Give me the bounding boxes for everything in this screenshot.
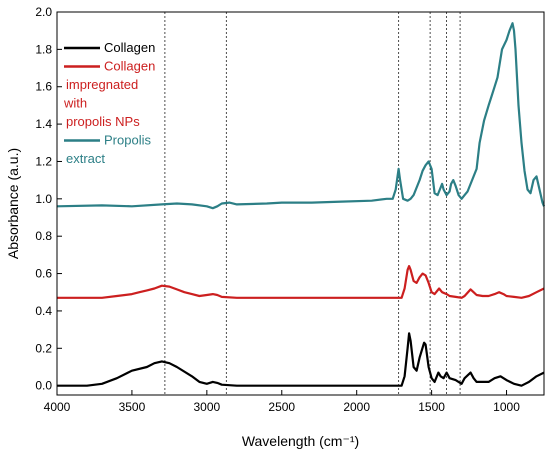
y-tick-label: 2.0 [35,5,52,19]
y-tick-label: 0.6 [35,267,52,281]
legend-label: Propolis [104,133,151,148]
legend-label: Collagen [104,40,155,55]
y-tick-label: 0.4 [35,304,52,318]
legend-label: propolis NPs [66,114,140,129]
y-tick-label: 1.0 [35,192,52,206]
x-tick-label: 4000 [44,400,71,414]
y-tick-label: 1.2 [35,154,52,168]
x-tick-label: 2500 [268,400,295,414]
legend-label: Collagen [104,59,155,74]
y-tick-label: 0.0 [35,379,52,393]
plot-frame [56,11,545,396]
x-tick-label: 1500 [418,400,445,414]
series-line-1 [57,332,545,387]
x-tick-label: 1000 [493,400,520,414]
y-tick-label: 1.8 [35,42,52,56]
x-tick-label: 2000 [343,400,370,414]
x-axis-title: Wavelength (cm⁻¹) [242,433,359,449]
series-lines [56,22,546,387]
y-axis: 0.0 0.2 0.4 0.6 0.8 1.0 1.2 1.4 1.6 1.8 2.0 [35,5,62,393]
x-axis: 4000 3500 3000 2500 2000 1500 1000 [44,390,520,414]
series-line-2 [57,265,545,299]
y-tick-label: 1.4 [35,117,52,131]
legend-label: impregnated [66,77,138,92]
series-line-3 [56,22,546,210]
x-tick-label: 3500 [119,400,146,414]
y-axis-title: Absorbance (a.u.) [5,148,21,259]
y-tick-label: 0.8 [35,229,52,243]
legend: Collagen Collagen impregnated with propolis … [63,40,155,166]
legend-label: with [63,96,87,111]
legend-label: extract [66,151,105,166]
y-tick-label: 1.6 [35,80,52,94]
x-tick-label: 3000 [193,400,220,414]
y-tick-label: 0.2 [35,341,52,355]
